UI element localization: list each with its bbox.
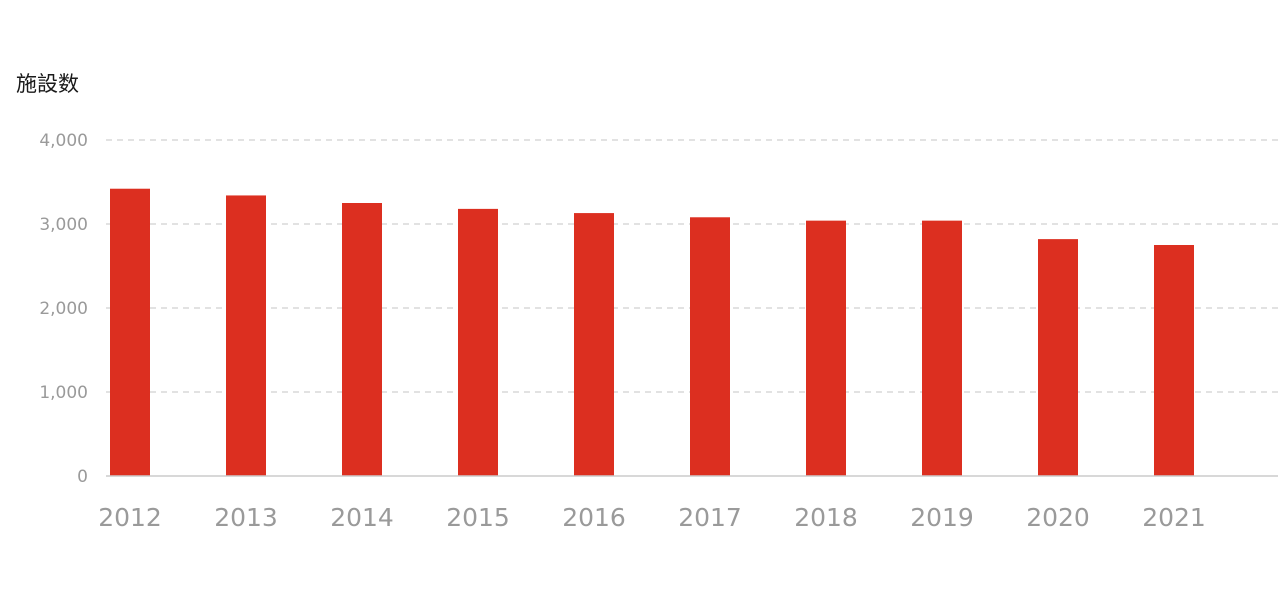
bar-2017 [690, 217, 730, 476]
bar-2013 [226, 195, 266, 476]
bar-2015 [458, 208, 498, 476]
x-tick-label: 2021 [1142, 503, 1206, 532]
x-tick-label: 2019 [910, 503, 974, 532]
x-tick-label: 2016 [562, 503, 626, 532]
bar-2020 [1038, 239, 1078, 476]
y-tick-label: 2,000 [39, 299, 88, 319]
bar-2012 [110, 188, 150, 476]
x-tick-label: 2020 [1026, 503, 1090, 532]
bars [110, 188, 1194, 476]
x-tick-label: 2013 [214, 503, 278, 532]
bar-2019 [922, 220, 962, 476]
bar-2016 [574, 213, 614, 476]
y-tick-label: 3,000 [39, 215, 88, 235]
x-tick-labels: 2012 2013 2014 2015 2016 2017 2018 2019 2020 2021 [98, 503, 1206, 532]
x-tick-label: 2014 [330, 503, 394, 532]
x-tick-label: 2017 [678, 503, 742, 532]
y-tick-label: 1,000 [39, 383, 88, 403]
y-tick-labels: 0 1,000 2,000 3,000 4,000 [39, 131, 88, 487]
y-axis-title: 施設数 [16, 72, 79, 96]
y-tick-label: 4,000 [39, 131, 88, 151]
x-tick-label: 2018 [794, 503, 858, 532]
bar-2018 [806, 220, 846, 476]
bar-2021 [1154, 245, 1194, 476]
x-tick-label: 2012 [98, 503, 162, 532]
bar-2014 [342, 203, 382, 476]
x-tick-label: 2015 [446, 503, 510, 532]
y-tick-label: 0 [77, 467, 88, 487]
